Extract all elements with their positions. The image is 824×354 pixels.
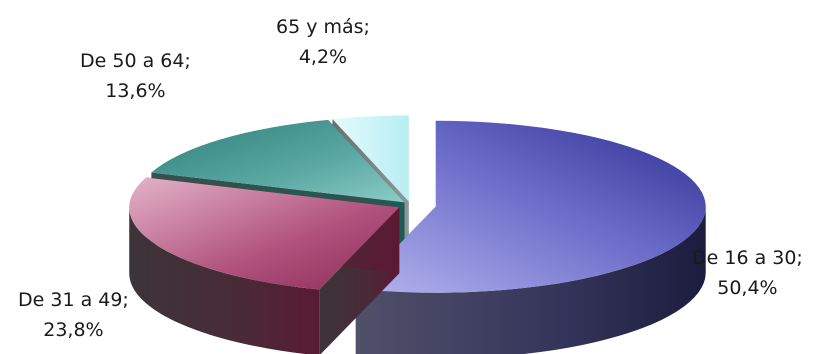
pie-slice-top-3 [332,115,409,202]
data-label-category: 65 y más; [276,16,370,38]
pie-slice-top-0 [355,120,706,293]
data-label-value: 50,4% [717,277,778,299]
data-label-category: De 31 a 49; [18,289,129,311]
data-label-3: 65 y más; 4,2% [276,12,370,72]
pie-slice-top-1 [129,177,400,290]
pie-slice-side-1 [129,207,320,354]
pie-slice-1 [129,177,400,354]
data-label-category: De 50 a 64; [80,50,191,72]
data-label-2: De 50 a 64; 13,6% [80,46,191,106]
data-label-1: De 31 a 49; 23,8% [18,285,129,345]
pie-slice-top-2 [151,119,405,203]
pie-slice-side-0 [355,206,706,354]
pie-slice-0 [355,120,706,354]
data-label-value: 23,8% [43,319,104,341]
data-label-0: De 16 a 30; 50,4% [692,243,803,303]
data-label-value: 4,2% [298,46,348,68]
data-label-category: De 16 a 30; [692,247,803,269]
data-label-value: 13,6% [105,80,166,102]
